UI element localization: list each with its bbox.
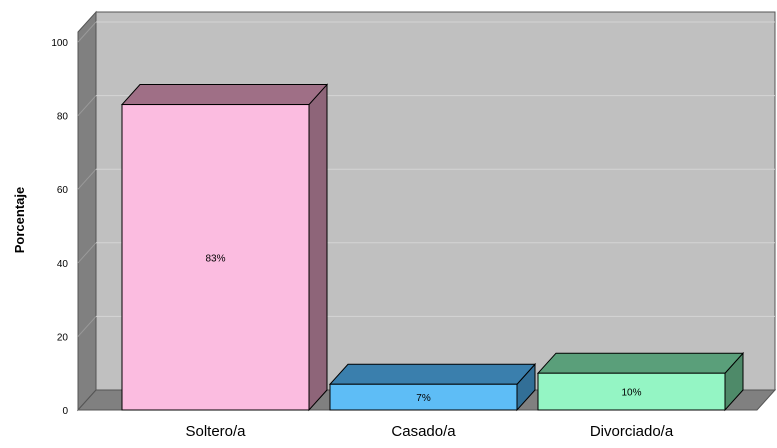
gridline-side-20 <box>77 316 97 337</box>
y-tick-label-0: 0 <box>62 406 68 417</box>
bar-Casado/a: 7% <box>328 362 537 412</box>
gridline-side-60 <box>77 168 97 190</box>
bar-Soltero/a: 83% <box>120 83 329 412</box>
x-category-label-Casado/a: Casado/a <box>391 423 456 440</box>
x-category-label-Divorciado/a: Divorciado/a <box>590 423 674 440</box>
bar-front-Soltero/a <box>121 104 310 411</box>
gridline-side-80 <box>77 95 97 116</box>
data-label-Casado/a: 7% <box>416 393 431 404</box>
y-tick-label-60: 60 <box>57 185 69 196</box>
gridline-side-100 <box>77 21 97 43</box>
x-category-label-Soltero/a: Soltero/a <box>185 423 246 440</box>
bar-Divorciado/a: 10% <box>536 351 745 412</box>
bar-top-Divorciado/a <box>536 352 745 374</box>
bar-top-Soltero/a <box>120 84 329 106</box>
bar-top-Casado/a <box>328 363 537 385</box>
y-tick-label-20: 20 <box>57 332 69 343</box>
x-category-labels: Soltero/a Casado/a Divorciado/a <box>185 423 673 440</box>
data-label-Divorciado/a: 10% <box>621 388 641 399</box>
y-axis-title: Porcentaje <box>12 187 27 253</box>
bar-front-Divorciado/a <box>537 372 726 411</box>
y-tick-labels: 0 20 40 60 80 100 <box>51 38 68 417</box>
bars: 83% 7% 10% <box>120 83 745 412</box>
bar-front-Casado/a <box>329 383 518 411</box>
y-tick-label-100: 100 <box>51 38 68 49</box>
y-tick-label-80: 80 <box>57 112 69 123</box>
side-wall <box>77 10 97 412</box>
y-tick-label-40: 40 <box>57 259 69 270</box>
bar-side-Soltero/a <box>308 83 328 412</box>
data-label-Soltero/a: 83% <box>205 253 225 264</box>
gridline-side-40 <box>77 242 97 264</box>
